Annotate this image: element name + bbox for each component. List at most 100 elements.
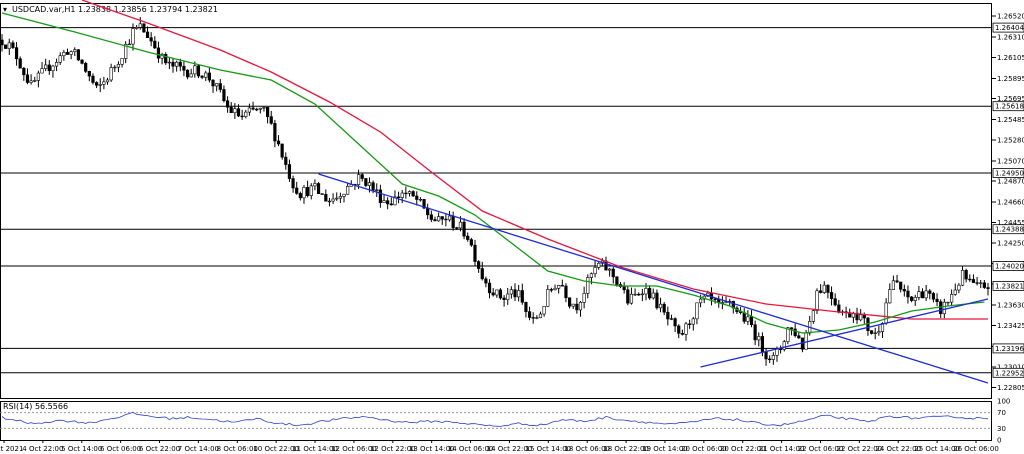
- trendline[interactable]: [700, 298, 989, 368]
- x-tick-label: 8 Oct 06:00: [217, 445, 258, 453]
- candle-body: [869, 330, 874, 334]
- candle-body: [651, 292, 655, 299]
- candle-body: [891, 280, 896, 290]
- y-tick-label: 1.25895: [997, 75, 1024, 83]
- candle-body: [466, 235, 470, 240]
- candle-body: [542, 306, 546, 315]
- rsi-tick-label: 0: [997, 437, 1001, 445]
- candle-body: [76, 49, 81, 61]
- candle-body: [94, 82, 99, 86]
- candle-body: [608, 268, 612, 271]
- candle-body: [906, 290, 910, 298]
- candle-body: [746, 316, 750, 322]
- candle-body: [367, 182, 372, 186]
- candle-body: [437, 216, 441, 222]
- candle-body: [36, 72, 40, 81]
- candle-body: [477, 261, 481, 269]
- candle-body: [837, 304, 841, 313]
- candle-body: [742, 312, 746, 322]
- candle-body: [386, 200, 390, 205]
- candle-body: [426, 207, 430, 216]
- candle-body: [564, 285, 568, 299]
- candle-body: [535, 317, 539, 319]
- x-tick-label: 22 Oct 22:00: [837, 445, 883, 453]
- main-plot-frame: [0, 3, 992, 399]
- candle-body: [218, 83, 222, 90]
- candle-body: [622, 286, 626, 291]
- candle-body: [662, 303, 666, 313]
- candle-body: [396, 196, 401, 198]
- moving-average-fast-line: [1, 12, 985, 334]
- candle-body: [953, 289, 957, 295]
- candle-body: [54, 62, 59, 67]
- candle-body: [549, 289, 553, 291]
- candle-body: [145, 31, 150, 38]
- trendline[interactable]: [318, 173, 989, 384]
- candle-body: [422, 199, 426, 209]
- candle-body: [51, 65, 55, 72]
- moving-average-slow-line: [81, 0, 988, 320]
- candle-body: [960, 270, 965, 286]
- x-tick-label: 13 Oct 14:00: [409, 445, 455, 453]
- candle-body: [291, 178, 295, 189]
- candle-body: [920, 291, 925, 299]
- candle-body: [371, 182, 375, 191]
- candle-body: [124, 44, 128, 59]
- candle-body: [658, 303, 663, 309]
- candle-body: [40, 68, 44, 74]
- candle-body: [502, 297, 506, 301]
- candle-body: [429, 214, 433, 220]
- y-tick-label: 1.23010: [997, 364, 1024, 372]
- candle-body: [295, 187, 299, 194]
- candle-body: [91, 75, 95, 83]
- candle-body: [251, 107, 255, 110]
- candle-body: [964, 270, 968, 280]
- candle-body: [571, 303, 575, 307]
- candle-body: [793, 328, 797, 337]
- candle-body: [640, 293, 644, 296]
- candle-body: [204, 72, 208, 78]
- candle-body: [815, 290, 819, 311]
- candle-body: [116, 64, 121, 68]
- candle-body: [404, 192, 408, 195]
- candle-body: [913, 297, 917, 301]
- candle-body: [691, 318, 695, 325]
- candle-body: [164, 54, 168, 64]
- candle-body: [779, 348, 783, 351]
- candle-body: [298, 193, 302, 199]
- candle-body: [356, 174, 361, 186]
- rsi-label: RSI(14) 56.5566: [3, 402, 68, 411]
- y-tick-label: 1.23630: [997, 302, 1024, 310]
- candle-body: [200, 75, 204, 78]
- x-tick-label: 26 Oct 06:00: [953, 445, 999, 453]
- x-tick-label: 12 Oct 22:00: [370, 445, 416, 453]
- x-tick-label: 24 Oct 22:00: [875, 445, 921, 453]
- candle-body: [637, 293, 641, 296]
- level-price-label: 1.24950: [995, 170, 1024, 178]
- level-price-box: [992, 224, 1024, 235]
- y-tick-label: 1.25070: [997, 158, 1024, 166]
- level-price-box: [992, 101, 1024, 112]
- candle-body: [69, 51, 73, 55]
- candle-body: [629, 293, 634, 304]
- candle-body: [342, 193, 346, 197]
- candle-body: [331, 198, 335, 202]
- candle-body: [557, 285, 561, 289]
- x-tick-label: 5 Oct 14:00: [61, 445, 102, 453]
- candle-body: [400, 192, 404, 198]
- candle-body: [775, 348, 779, 356]
- rsi-tick-label: 70: [997, 409, 1006, 417]
- level-price-label: 1.24020: [995, 263, 1024, 271]
- candle-body: [47, 64, 51, 72]
- candle-body: [909, 296, 914, 301]
- x-tick-label: 22 Oct 06:00: [798, 445, 844, 453]
- level-price-box: [992, 261, 1024, 271]
- candle-body: [517, 290, 521, 298]
- candle-body: [44, 64, 48, 69]
- candle-body: [884, 302, 888, 324]
- candle-body: [597, 262, 601, 268]
- candle-body: [768, 358, 772, 361]
- candle-body: [498, 289, 503, 299]
- candle-body: [520, 290, 524, 303]
